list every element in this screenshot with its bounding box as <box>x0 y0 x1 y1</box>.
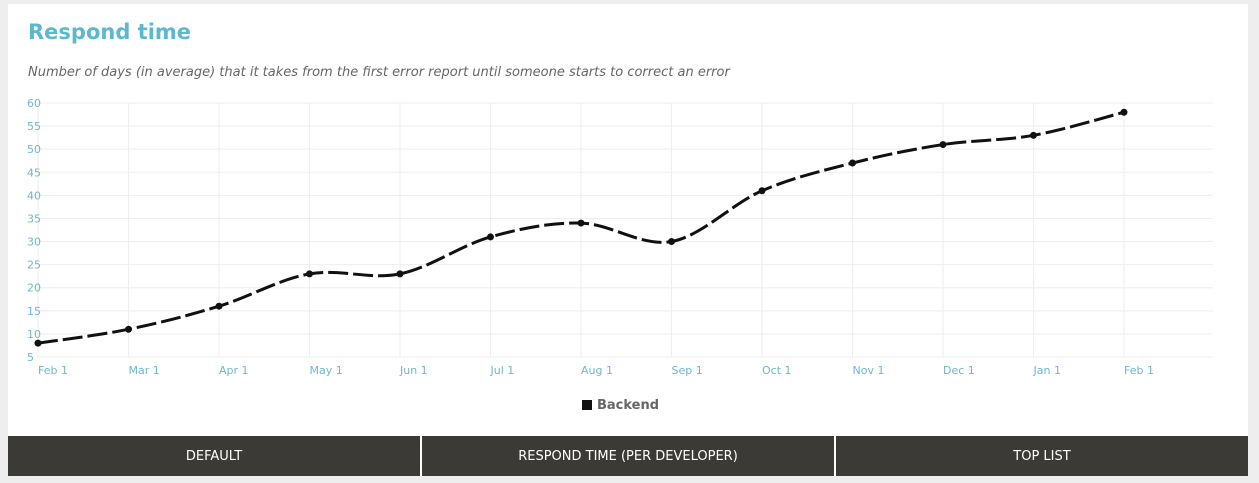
data-point[interactable] <box>939 141 947 149</box>
respond-time-line-chart: 5 10 15 20 25 30 35 40 45 50 55 60 Feb 1 Mar 1 Apr 1 M… <box>27 97 1213 413</box>
y-tick-label: 35 <box>27 212 41 225</box>
x-tick-label: Mar 1 <box>129 364 160 377</box>
data-point[interactable] <box>396 270 404 278</box>
x-tick-label: Dec 1 <box>943 364 975 377</box>
x-tick-label: Feb 1 <box>1124 364 1154 377</box>
x-tick-label: Sep 1 <box>672 364 703 377</box>
data-point[interactable] <box>215 302 223 310</box>
chart-legend: Backend <box>582 398 659 413</box>
data-point[interactable] <box>758 187 766 195</box>
x-tick-label: May 1 <box>310 364 343 377</box>
y-tick-label: 25 <box>27 259 41 272</box>
y-tick-label: 20 <box>27 282 41 295</box>
tab-top-list[interactable]: TOP LIST <box>836 436 1248 476</box>
y-tick-label: 40 <box>27 189 41 202</box>
y-tick-label: 30 <box>27 236 41 249</box>
data-point[interactable] <box>1030 131 1037 139</box>
y-tick-label: 55 <box>27 120 41 133</box>
y-axis-ticks: 5 10 15 20 25 30 35 40 45 50 55 60 <box>27 97 41 364</box>
y-tick-label: 60 <box>27 97 41 110</box>
respond-time-card: Respond time Number of days (in average)… <box>8 4 1248 476</box>
x-tick-label: Aug 1 <box>581 364 613 377</box>
x-tick-label: Jan 1 <box>1033 364 1061 377</box>
data-point[interactable] <box>306 270 313 278</box>
y-tick-label: 50 <box>27 143 41 156</box>
tab-default[interactable]: DEFAULT <box>8 436 420 476</box>
x-tick-label: Nov 1 <box>853 364 885 377</box>
page-subtitle: Number of days (in average) that it take… <box>28 65 730 80</box>
y-tick-label: 45 <box>27 166 41 179</box>
data-point[interactable] <box>668 238 675 246</box>
x-axis-ticks: Feb 1 Mar 1 Apr 1 May 1 Jun 1 Jul 1 Aug 1 Sep 1… <box>38 364 1154 377</box>
legend-swatch <box>582 400 592 410</box>
x-tick-label: Jul 1 <box>490 364 515 377</box>
data-point[interactable] <box>1120 108 1128 116</box>
chart-series <box>34 108 1128 347</box>
data-point[interactable] <box>849 159 856 167</box>
x-tick-label: Apr 1 <box>219 364 249 377</box>
y-tick-label: 5 <box>27 351 34 364</box>
y-tick-label: 10 <box>27 328 41 341</box>
view-tabs: DEFAULT RESPOND TIME (PER DEVELOPER) TOP… <box>8 436 1248 476</box>
y-tick-label: 15 <box>27 305 41 318</box>
x-tick-label: Feb 1 <box>38 364 68 377</box>
data-point[interactable] <box>577 219 585 227</box>
page-title: Respond time <box>28 20 192 44</box>
tab-respond-time-per-developer[interactable]: RESPOND TIME (PER DEVELOPER) <box>422 436 834 476</box>
chart-grid <box>37 102 1213 358</box>
data-point[interactable] <box>34 339 42 347</box>
data-point[interactable] <box>125 325 132 333</box>
x-tick-label: Jun 1 <box>399 364 428 377</box>
legend-label-backend: Backend <box>597 398 659 413</box>
data-point[interactable] <box>487 233 494 241</box>
x-tick-label: Oct 1 <box>762 364 792 377</box>
